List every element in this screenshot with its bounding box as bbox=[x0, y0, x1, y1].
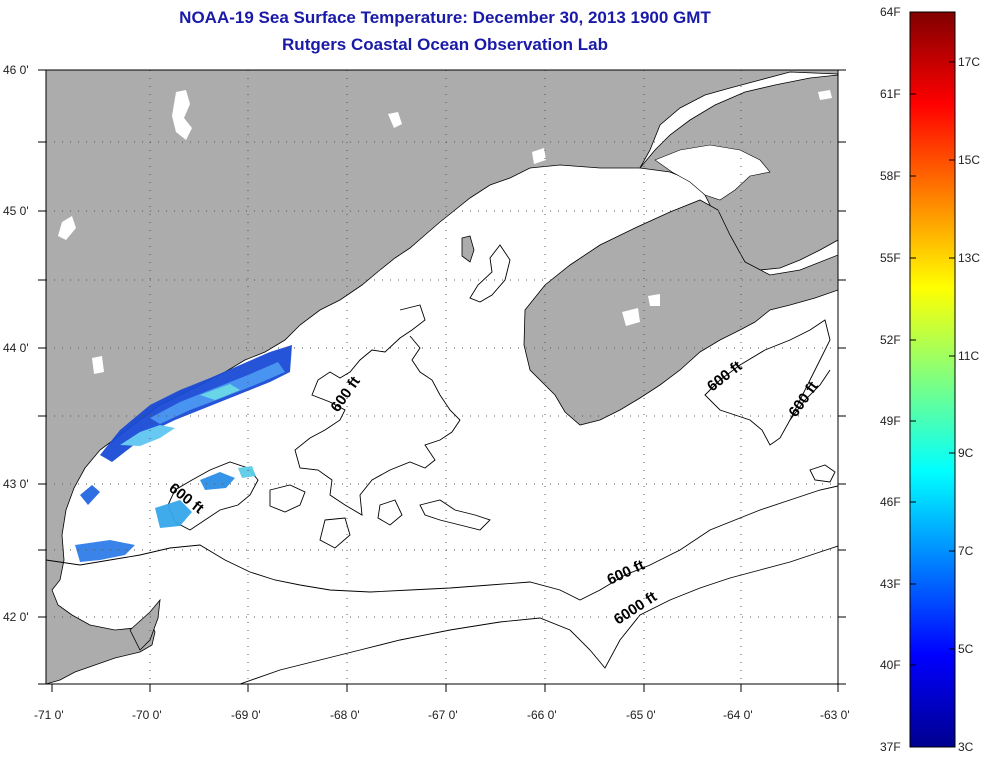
colorbar-f-label: 58F bbox=[880, 169, 901, 183]
lon-label: -69 0' bbox=[231, 708, 261, 722]
colorbar-f-label: 52F bbox=[880, 333, 901, 347]
lon-label: -65 0' bbox=[626, 708, 656, 722]
lon-label: -63 0' bbox=[820, 708, 850, 722]
colorbar-c-label: 15C bbox=[958, 153, 981, 167]
land-grand-manan bbox=[461, 235, 475, 263]
colorbar-c-label: 7C bbox=[958, 544, 974, 558]
lat-label: 44 0' bbox=[3, 341, 29, 355]
land-cape-cod bbox=[129, 598, 161, 651]
lon-label: -67 0' bbox=[428, 708, 458, 722]
inland-lakes bbox=[58, 90, 832, 374]
colorbar-f-label: 55F bbox=[880, 251, 901, 265]
lon-label: -71 0' bbox=[34, 708, 64, 722]
colorbar-f-label: 37F bbox=[880, 740, 901, 754]
colorbar-f-label: 40F bbox=[880, 658, 901, 672]
colorbar-c-label: 5C bbox=[958, 642, 974, 656]
sst-data-swath bbox=[75, 345, 292, 562]
lat-label: 46 0' bbox=[3, 63, 29, 77]
colorbar-f-label: 46F bbox=[880, 495, 901, 509]
colorbar-c-label: 9C bbox=[958, 446, 974, 460]
lon-label: -68 0' bbox=[330, 708, 360, 722]
colorbar-f-label: 64F bbox=[880, 5, 901, 19]
colorbar-f-label: 61F bbox=[880, 87, 901, 101]
lat-label: 43 0' bbox=[3, 477, 29, 491]
lon-label: -66 0' bbox=[527, 708, 557, 722]
colorbar-c-label: 11C bbox=[958, 349, 980, 363]
colorbar-c-label: 3C bbox=[958, 740, 974, 754]
land-nova-scotia bbox=[523, 199, 838, 426]
colorbar-c-label: 17C bbox=[958, 55, 981, 69]
lat-label: 42 0' bbox=[3, 610, 29, 624]
map-subtitle: Rutgers Coastal Ocean Observation Lab bbox=[282, 35, 608, 54]
colorbar-gradient bbox=[909, 11, 956, 748]
colorbar-f-label: 49F bbox=[880, 414, 901, 428]
axis-ticks bbox=[38, 69, 846, 692]
lon-label: -70 0' bbox=[132, 708, 162, 722]
lat-label: 45 0' bbox=[3, 204, 29, 218]
colorbar-c-label: 13C bbox=[958, 251, 981, 265]
map-frame bbox=[45, 69, 839, 685]
colorbar-f-label: 43F bbox=[880, 577, 901, 591]
bathymetry-contours bbox=[46, 244, 838, 684]
lon-label: -64 0' bbox=[723, 708, 753, 722]
map-title: NOAA-19 Sea Surface Temperature: Decembe… bbox=[179, 8, 711, 27]
